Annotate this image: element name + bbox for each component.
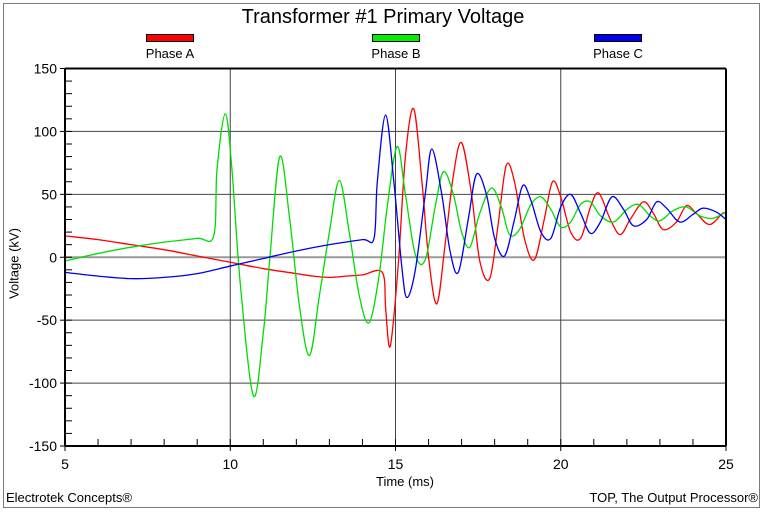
legend-label-phase-c: Phase C xyxy=(593,46,643,61)
x-tick-label: 5 xyxy=(61,456,69,472)
legend-swatch-phase-c xyxy=(594,34,642,42)
y-axis-label: Voltage (kV) xyxy=(6,228,22,299)
x-tick-label: 20 xyxy=(553,456,569,472)
footer-right: TOP, The Output Processor® xyxy=(589,490,758,505)
legend-label-phase-b: Phase B xyxy=(371,46,421,61)
series-line-phase-a xyxy=(64,107,727,348)
y-tick-label: -100 xyxy=(29,375,57,391)
y-tick-label: -50 xyxy=(37,312,57,328)
y-tick-label: 100 xyxy=(34,123,58,139)
y-tick-label: 150 xyxy=(34,61,58,77)
x-axis-label: Time (ms) xyxy=(375,474,434,489)
chart-frame xyxy=(3,3,760,508)
legend-swatch-phase-a xyxy=(146,34,194,42)
series-line-phase-c xyxy=(64,114,727,299)
legend-swatch-phase-b xyxy=(372,34,420,42)
legend-item-phase-a: Phase A xyxy=(110,34,230,61)
legend-label-phase-a: Phase A xyxy=(145,46,195,61)
chart-title: Transformer #1 Primary Voltage xyxy=(241,6,525,28)
x-tick-label: 15 xyxy=(388,456,404,472)
x-tick-label: 25 xyxy=(718,456,734,472)
legend-item-phase-c: Phase C xyxy=(558,34,678,61)
x-tick-label: 10 xyxy=(222,456,238,472)
y-tick-label: -150 xyxy=(29,438,57,454)
y-tick-label: 50 xyxy=(41,186,57,202)
legend-item-phase-b: Phase B xyxy=(336,34,456,61)
y-tick-label: 0 xyxy=(49,249,57,265)
footer-left: Electrotek Concepts® xyxy=(6,490,132,505)
